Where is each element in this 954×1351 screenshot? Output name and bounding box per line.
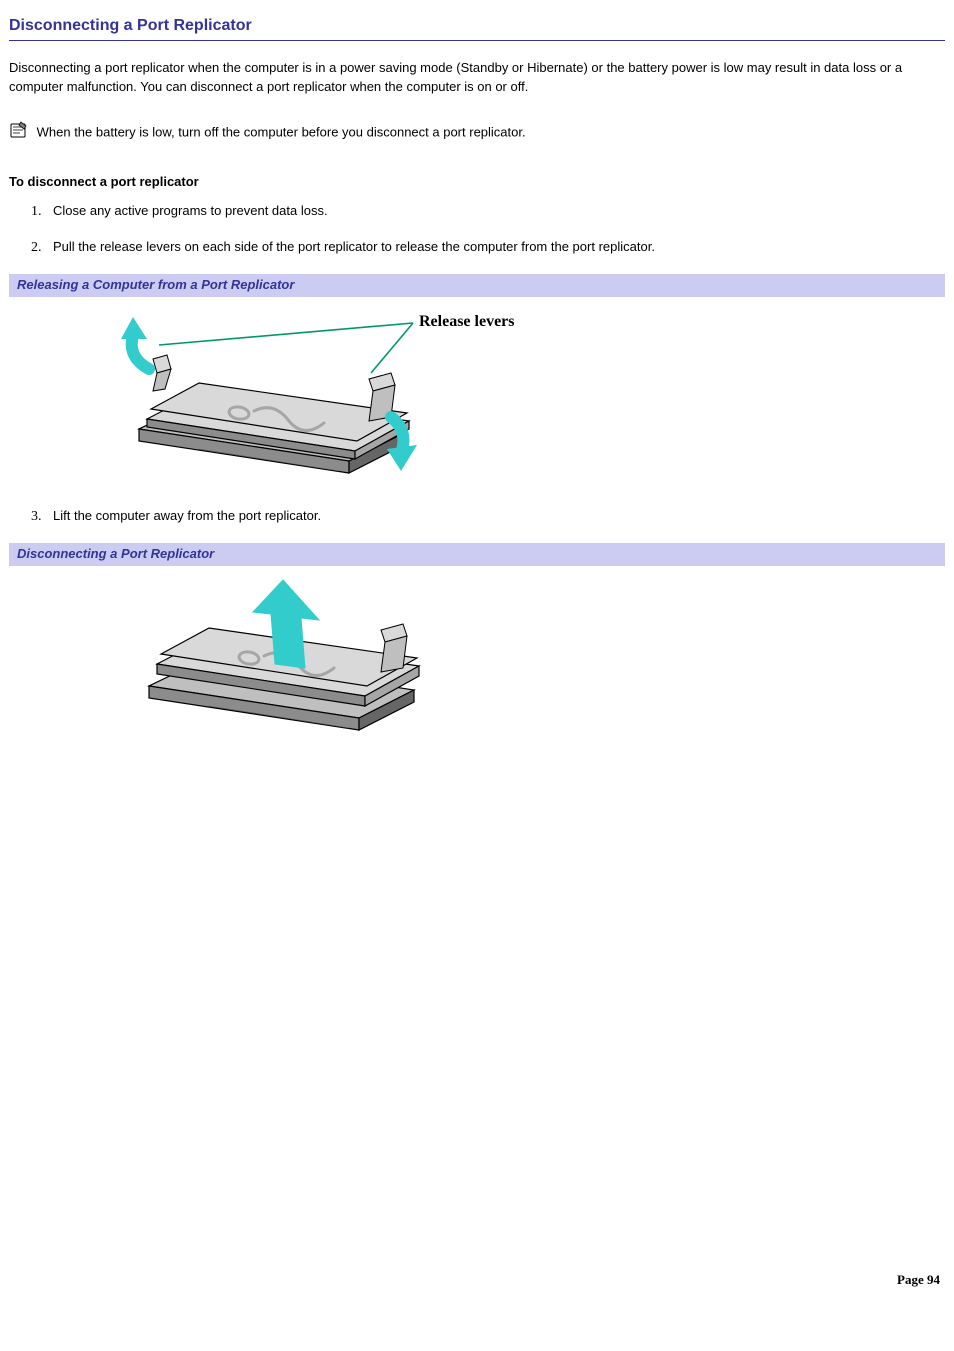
steps-list-continued: Lift the computer away from the port rep… [45, 507, 945, 527]
step-3: Lift the computer away from the port rep… [45, 507, 945, 527]
figure-caption-1: Releasing a Computer from a Port Replica… [9, 274, 945, 297]
figure-caption-2: Disconnecting a Port Replicator [9, 543, 945, 566]
step-text: Close any active programs to prevent dat… [53, 203, 328, 218]
page-number: Page 94 [897, 1271, 940, 1290]
note-text: When the battery is low, turn off the co… [37, 124, 526, 139]
step-text: Pull the release levers on each side of … [53, 239, 655, 254]
steps-list: Close any active programs to prevent dat… [45, 202, 945, 259]
release-levers-label: Release levers [419, 313, 515, 330]
step-2: Pull the release levers on each side of … [45, 238, 945, 258]
step-1: Close any active programs to prevent dat… [45, 202, 945, 222]
note-block: When the battery is low, turn off the co… [9, 121, 945, 145]
page-title: Disconnecting a Port Replicator [9, 14, 945, 41]
release-levers-illustration: Release levers [9, 303, 539, 493]
procedure-heading: To disconnect a port replicator [9, 173, 945, 192]
document-page: Disconnecting a Port Replicator Disconne… [0, 0, 954, 1300]
step-text: Lift the computer away from the port rep… [53, 508, 321, 523]
figure-2 [9, 566, 945, 746]
note-icon [9, 121, 29, 145]
lift-computer-illustration [9, 572, 539, 732]
intro-paragraph: Disconnecting a port replicator when the… [9, 59, 945, 97]
arrow-left-icon [121, 317, 149, 369]
figure-1: Release levers [9, 297, 945, 507]
